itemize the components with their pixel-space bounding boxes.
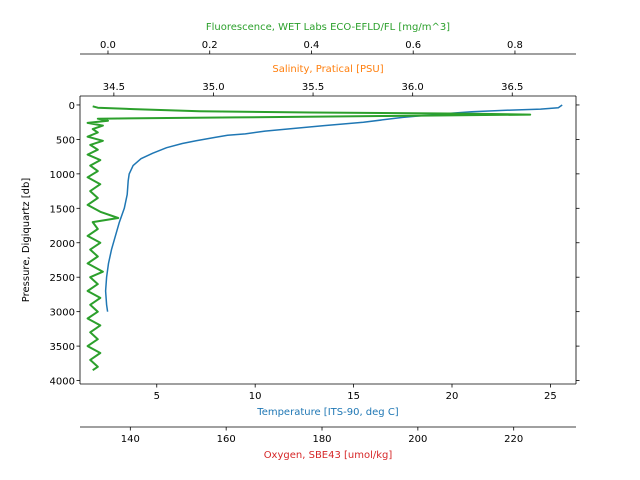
y-tick-label: 1500 xyxy=(50,204,75,215)
y-tick-label: 0 xyxy=(69,101,75,112)
salinity-tick-label: 36.0 xyxy=(402,82,424,93)
y-axis-label: Pressure, Digiquartz [db] xyxy=(21,178,32,303)
temperature-tick-label: 25 xyxy=(544,391,557,402)
y-tick-label: 3000 xyxy=(50,308,75,319)
y-tick-label: 500 xyxy=(56,135,75,146)
salinity-tick-label: 34.5 xyxy=(103,82,125,93)
salinity-tick-label: 35.0 xyxy=(202,82,224,93)
salinity-axis-label: Salinity, Pratical [PSU] xyxy=(272,64,383,75)
temperature-tick-label: 20 xyxy=(446,391,459,402)
fluorescence-tick-label: 0.4 xyxy=(304,40,320,51)
oxygen-tick-label: 200 xyxy=(408,434,427,445)
salinity-tick-label: 36.5 xyxy=(501,82,523,93)
fluorescence-tick-label: 0.2 xyxy=(202,40,218,51)
oxygen-tick-label: 160 xyxy=(217,434,236,445)
oxygen-axis-label: Oxygen, SBE43 [umol/kg] xyxy=(264,450,393,461)
fluorescence-tick-label: 0.0 xyxy=(100,40,116,51)
temperature-tick-label: 5 xyxy=(154,391,160,402)
y-tick-label: 3500 xyxy=(50,342,75,353)
series-layer xyxy=(86,104,563,372)
fluorescence-axis-label: Fluorescence, WET Labs ECO-EFLD/FL [mg/m… xyxy=(206,22,450,33)
temperature-tick-label: 10 xyxy=(249,391,262,402)
plot-area xyxy=(79,96,577,384)
temperature-tick-label: 15 xyxy=(347,391,360,402)
oxygen-tick-label: 140 xyxy=(121,434,140,445)
oxygen-tick-label: 220 xyxy=(504,434,523,445)
y-tick-label: 4000 xyxy=(50,377,75,388)
y-tick-label: 2000 xyxy=(50,239,75,250)
fluorescence-line xyxy=(86,105,532,372)
salinity-tick-label: 35.5 xyxy=(302,82,324,93)
y-tick-label: 1000 xyxy=(50,170,75,181)
y-tick-label: 2500 xyxy=(50,273,75,284)
fluorescence-tick-label: 0.6 xyxy=(405,40,421,51)
temperature-axis-label: Temperature [ITS-90, deg C] xyxy=(256,407,399,418)
axes-layer: 0 500 1000 1500 2000 2500 3000 3500 4000 Pressure… xyxy=(21,22,580,461)
temperature-line xyxy=(104,104,563,312)
fluorescence-tick-label: 0.8 xyxy=(507,40,523,51)
oxygen-tick-label: 180 xyxy=(312,434,331,445)
